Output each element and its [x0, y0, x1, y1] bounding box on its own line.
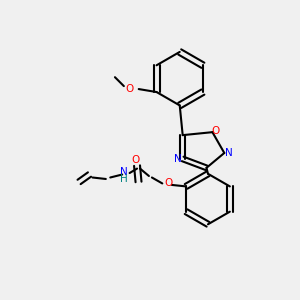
Text: N: N — [225, 148, 232, 158]
Text: O: O — [211, 126, 220, 136]
Text: O: O — [131, 155, 140, 165]
Text: N: N — [174, 154, 182, 164]
Text: N: N — [120, 167, 128, 176]
Text: H: H — [120, 174, 128, 184]
Text: O: O — [126, 84, 134, 94]
Text: O: O — [164, 178, 172, 188]
